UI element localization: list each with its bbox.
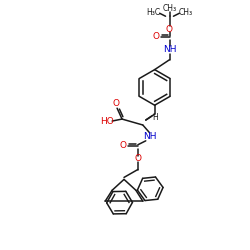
Text: O: O (134, 154, 141, 163)
Text: O: O (120, 141, 126, 150)
Text: NH: NH (163, 45, 176, 54)
Text: CH₃: CH₃ (162, 4, 176, 13)
Text: H₃C: H₃C (146, 8, 161, 17)
Text: O: O (166, 24, 173, 34)
Text: O: O (112, 99, 119, 108)
Text: H: H (152, 112, 158, 122)
Text: HO: HO (100, 116, 114, 126)
Text: O: O (152, 32, 159, 42)
Text: CH₃: CH₃ (178, 8, 192, 17)
Text: NH: NH (143, 132, 156, 141)
